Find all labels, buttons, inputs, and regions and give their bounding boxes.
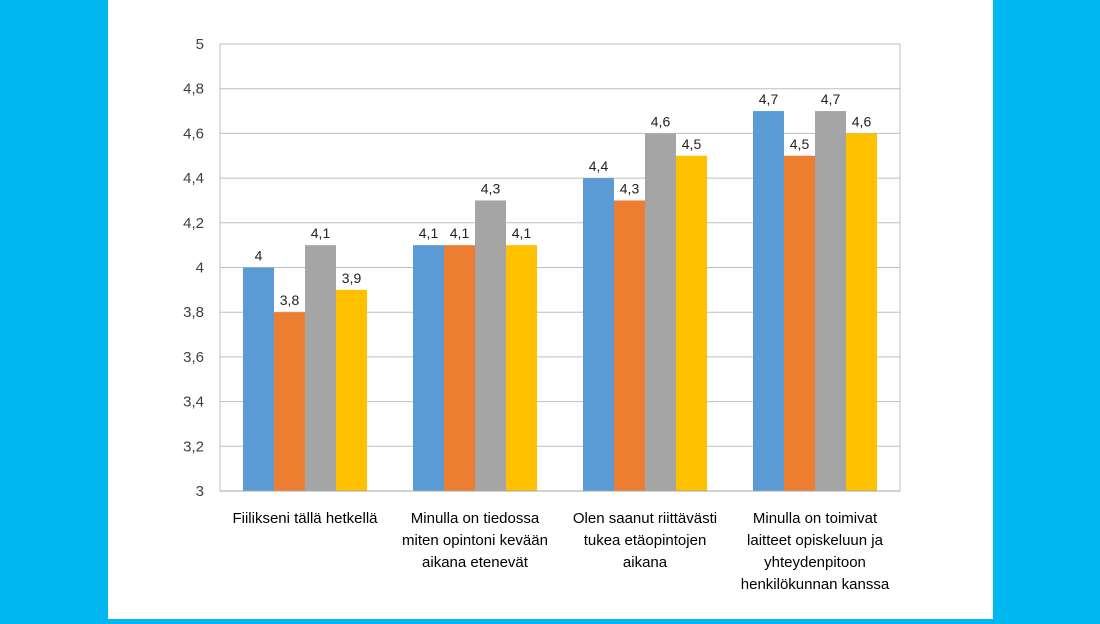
x-category-label: henkilökunnan kanssa: [741, 576, 890, 593]
data-label: 4,6: [651, 113, 671, 129]
data-labels: 4 3,8 4,1 3,9 4,1 4,1 4,3 4,1 4,4 4,3 4,6 4,5 4,7 4,5…: [255, 91, 872, 308]
data-label: 4,7: [759, 91, 779, 107]
bar-s1-c4: [753, 111, 784, 492]
bar-s2-c3: [614, 200, 645, 491]
bar-s3-c1: [305, 245, 336, 491]
x-category-label: Fiilikseni tällä hetkellä: [232, 510, 378, 527]
right-side-panel: [993, 0, 1100, 619]
bar-s1-c1: [243, 267, 274, 491]
bar-s4-c4: [846, 133, 877, 491]
bar-s4-c2: [506, 245, 537, 491]
x-category-label: yhteydenpitoon: [764, 554, 866, 571]
data-label: 4,6: [852, 113, 872, 129]
bar-s4-c3: [676, 155, 707, 491]
bar-s2-c1: [274, 312, 305, 491]
data-label: 4,4: [589, 158, 609, 174]
x-category-label: miten opintoni kevään: [402, 532, 548, 549]
data-label: 4,7: [821, 91, 841, 107]
data-label: 3,9: [342, 270, 362, 286]
data-label: 4,1: [512, 225, 532, 241]
y-tick-label: 4: [196, 260, 204, 277]
y-tick-label: 3: [196, 483, 204, 500]
x-category-label: Minulla on toimivat: [753, 510, 878, 527]
y-tick-label: 3,6: [183, 349, 204, 366]
x-category-label: Olen saanut riittävästi: [573, 510, 717, 527]
axes: 3 3,2 3,4 3,6 3,8 4 4,2 4,4 4,6 4,8 5 Fiilikseni tä…: [183, 36, 901, 593]
bar-s2-c4: [784, 155, 815, 491]
data-label: 4,1: [450, 225, 470, 241]
bar-s3-c2: [475, 200, 506, 491]
data-label: 4,3: [620, 180, 640, 196]
data-label: 3,8: [280, 292, 300, 308]
bar-s2-c2: [444, 245, 475, 491]
y-tick-label: 4,4: [183, 170, 204, 187]
bar-s4-c1: [336, 289, 367, 491]
data-label: 4,3: [481, 180, 501, 196]
y-tick-label: 4,2: [183, 215, 204, 232]
bar-s3-c4: [815, 111, 846, 492]
bar-s3-c3: [645, 133, 676, 491]
y-tick-label: 4,8: [183, 81, 204, 98]
x-category-label: aikana etenevät: [422, 554, 529, 571]
x-category-label: tukea etäopintojen: [584, 532, 707, 549]
slide: 4 3,8 4,1 3,9 4,1 4,1 4,3 4,1 4,4 4,3 4,6 4,5 4,7 4,5…: [108, 0, 993, 619]
data-label: 4,1: [419, 225, 439, 241]
data-label: 4,5: [790, 136, 810, 152]
x-category-label: aikana: [623, 554, 668, 571]
data-label: 4: [255, 248, 263, 264]
bar-s1-c3: [583, 178, 614, 491]
data-label: 4,5: [682, 136, 702, 152]
y-tick-label: 3,2: [183, 438, 204, 455]
y-tick-label: 3,4: [183, 394, 204, 411]
data-label: 4,1: [311, 225, 331, 241]
bar-s1-c2: [413, 245, 444, 491]
y-tick-label: 4,6: [183, 125, 204, 142]
left-side-panel: [0, 0, 108, 619]
y-tick-label: 3,8: [183, 304, 204, 321]
bar-chart: 4 3,8 4,1 3,9 4,1 4,1 4,3 4,1 4,4 4,3 4,6 4,5 4,7 4,5…: [183, 36, 901, 593]
y-tick-label: 5: [196, 36, 204, 53]
x-category-label: laitteet opiskeluun ja: [747, 532, 884, 549]
bars: [243, 111, 877, 492]
x-category-label: Minulla on tiedossa: [411, 510, 540, 527]
